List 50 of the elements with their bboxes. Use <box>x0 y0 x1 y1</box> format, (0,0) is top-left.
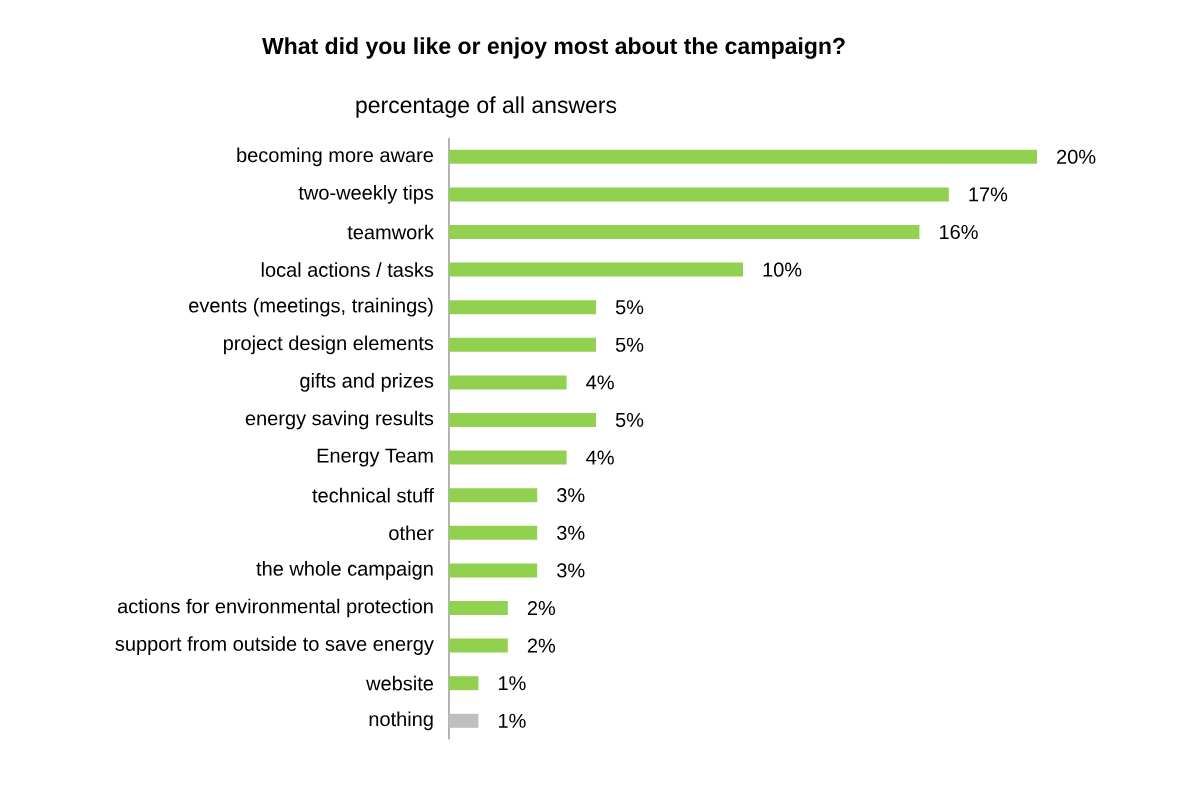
y-tick-label: other <box>389 525 434 541</box>
data-label: 2% <box>527 638 556 653</box>
data-label: 10% <box>763 262 802 277</box>
bar <box>449 225 920 239</box>
data-label: 4% <box>586 375 614 390</box>
y-tick-label: project design elements <box>223 335 434 355</box>
data-label: 5% <box>615 300 644 315</box>
bar <box>449 676 479 691</box>
bar <box>449 187 949 202</box>
bar <box>449 601 508 615</box>
y-tick-label: actions for environmental protection <box>117 598 433 618</box>
y-tick-label: events (meetings, trainings) <box>189 297 433 317</box>
chart-title: What did you like or enjoy most about the campaign? <box>262 37 845 59</box>
data-label: 2% <box>527 600 556 616</box>
bar <box>449 149 1038 164</box>
bar <box>449 262 743 277</box>
bar <box>449 375 567 390</box>
data-label: 16% <box>940 224 978 240</box>
data-label: 3% <box>557 563 585 578</box>
y-tick-label: two-weekly tips <box>298 185 434 204</box>
y-tick-label: gifts and prizes <box>300 373 434 392</box>
y-tick-label: the whole campaign <box>256 561 433 580</box>
y-tick-label: Energy Team <box>317 448 433 467</box>
y-tick-label: nothing <box>369 711 433 731</box>
data-label: 5% <box>615 412 644 428</box>
data-label: 20% <box>1057 149 1096 164</box>
bar <box>449 337 596 352</box>
bar <box>449 413 596 427</box>
y-tick-label: becoming more aware <box>237 147 434 167</box>
y-tick-label: support from outside to save energy <box>115 636 434 655</box>
y-tick-label: website <box>366 675 434 691</box>
data-label: 5% <box>615 337 644 352</box>
data-label: 1% <box>499 676 526 691</box>
data-label: 17% <box>969 187 1008 202</box>
data-label: 4% <box>586 450 614 465</box>
bar <box>449 488 538 503</box>
bar <box>449 300 596 315</box>
bar <box>449 638 508 653</box>
data-label: 3% <box>557 488 585 503</box>
chart-subtitle: percentage of all answers <box>356 96 617 118</box>
y-tick-label: teamwork <box>347 224 434 240</box>
bar <box>449 450 567 465</box>
y-tick-label: local actions / tasks <box>261 262 434 277</box>
y-tick-label: technical stuff <box>312 487 434 503</box>
bar <box>449 713 479 728</box>
bar <box>449 525 538 540</box>
y-tick-label: energy saving results <box>245 410 434 430</box>
data-label: 1% <box>499 713 526 728</box>
bar <box>449 563 538 578</box>
data-label: 3% <box>557 525 585 540</box>
